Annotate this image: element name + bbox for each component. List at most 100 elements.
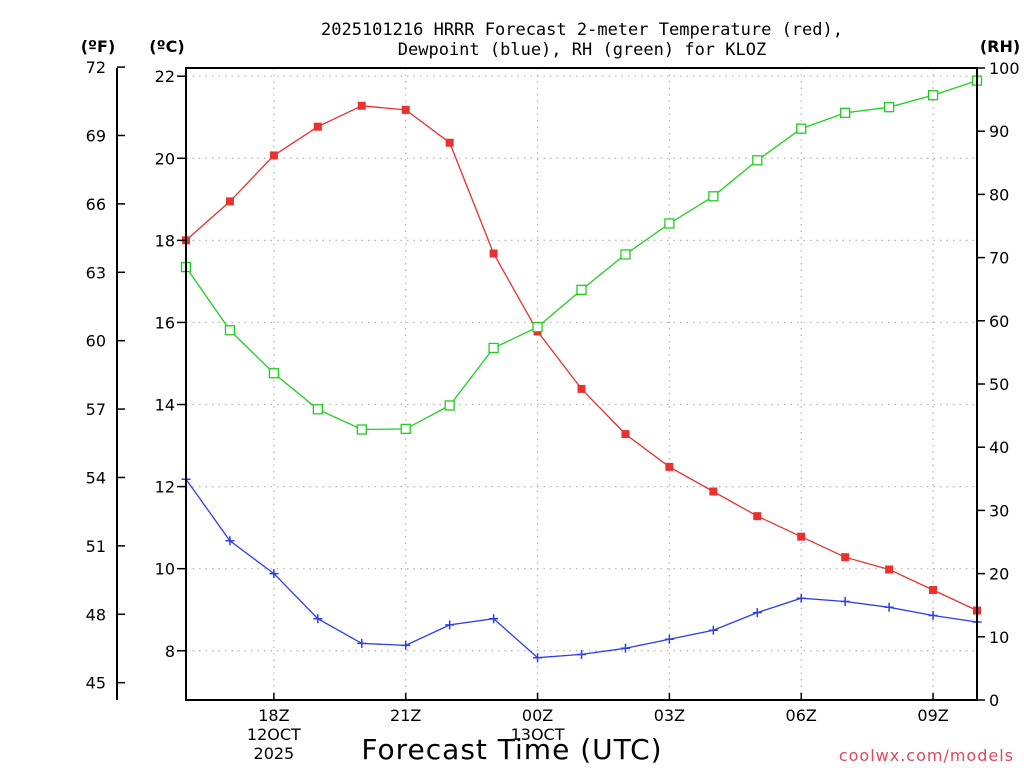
celsius-tick-label: 18 [155, 231, 175, 250]
dewpoint-point [664, 634, 674, 644]
celsius-tick-label: 8 [165, 642, 175, 661]
temperature-line [185, 105, 978, 612]
temperature-point [841, 553, 850, 562]
rh-point [796, 123, 807, 134]
celsius-tick-label: 14 [155, 396, 175, 415]
rh-line [185, 79, 978, 431]
fahrenheit-tick-label: 63 [86, 263, 106, 282]
rh-tick-label: 40 [989, 438, 1009, 457]
dewpoint-point [357, 638, 367, 648]
fahrenheit-tick-label: 51 [86, 537, 106, 556]
rh-tick-label: 30 [989, 501, 1009, 520]
fahrenheit-tick-label: 48 [86, 605, 106, 624]
x-tick-label: 13OCT [511, 725, 565, 744]
fahrenheit-tick-label: 69 [86, 126, 106, 145]
x-tick-label: 03Z [654, 706, 685, 725]
fahrenheit-tick-label: 66 [86, 195, 106, 214]
dewpoint-point [884, 602, 894, 612]
chart-series [180, 75, 983, 663]
temperature-point [577, 384, 586, 393]
dewpoint-line [185, 478, 978, 659]
rh-point [664, 218, 675, 229]
rh-tick-label: 100 [989, 59, 1020, 78]
rh-point [840, 107, 851, 119]
rh-point [883, 102, 895, 113]
rh-point [224, 325, 236, 336]
dewpoint-point [533, 653, 543, 663]
fahrenheit-tick-label: 54 [86, 468, 106, 487]
rh-tick-label: 80 [989, 185, 1009, 204]
dewpoint-point [620, 643, 630, 653]
chart-title-line1: 2025101216 HRRR Forecast 2-meter Tempera… [321, 20, 843, 40]
rh-point [752, 155, 763, 166]
rh-point [444, 400, 455, 411]
fahrenheit-axis-unit: (ºF) [81, 37, 116, 56]
x-tick-label: 21Z [390, 706, 421, 725]
rh-tick-label: 20 [989, 565, 1009, 584]
dewpoint-point [269, 569, 279, 579]
dewpoint-point [928, 610, 938, 620]
celsius-tick-label: 22 [155, 67, 175, 86]
rh-axis-unit: (RH) [980, 37, 1020, 56]
x-tick-label: 12OCT [247, 725, 301, 744]
temperature-point [885, 565, 894, 574]
temperature-point [709, 487, 718, 496]
dewpoint-point [840, 597, 850, 607]
temperature-point [929, 586, 938, 595]
fahrenheit-tick-label: 57 [86, 400, 106, 419]
rh-tick-label: 60 [989, 312, 1009, 331]
rh-tick-label: 50 [989, 375, 1009, 394]
celsius-axis-unit: (ºC) [149, 37, 184, 56]
rh-point [488, 342, 499, 354]
fahrenheit-tick-label: 72 [86, 58, 106, 77]
chart-axes [116, 67, 978, 701]
dewpoint-point [313, 614, 323, 624]
temperature-point [797, 532, 806, 541]
rh-point [532, 321, 543, 333]
rh-tick-label: 0 [989, 691, 999, 710]
dewpoint-point [577, 649, 586, 659]
temperature-point [621, 430, 630, 439]
dewpoint-point [708, 625, 718, 635]
credit-text: coolwx.com/models [839, 746, 1014, 765]
rh-point [620, 249, 631, 260]
rh-point [708, 191, 719, 202]
rh-point [927, 90, 939, 101]
temperature-point [489, 249, 498, 258]
temperature-point [357, 101, 366, 110]
rh-tick-label: 10 [989, 628, 1009, 647]
fahrenheit-tick-label: 60 [86, 332, 106, 351]
temperature-point [313, 122, 322, 131]
celsius-tick-label: 10 [155, 560, 175, 579]
temperature-point [753, 512, 762, 521]
dewpoint-point [225, 536, 235, 546]
chart-title-line2: Dewpoint (blue), RH (green) for KLOZ [398, 40, 766, 60]
dewpoint-point [445, 620, 455, 630]
rh-point [312, 404, 323, 415]
x-tick-label: 06Z [786, 706, 817, 725]
temperature-point [445, 138, 454, 147]
x-tick-label: 18Z [258, 706, 289, 725]
temperature-point [269, 151, 278, 160]
celsius-tick-label: 20 [155, 149, 175, 168]
dewpoint-point [752, 608, 762, 618]
rh-point [268, 368, 280, 379]
temperature-point [225, 197, 234, 206]
celsius-tick-label: 12 [155, 478, 175, 497]
dewpoint-point [489, 614, 499, 624]
x-tick-label: 2025 [254, 744, 295, 763]
x-tick-label: 00Z [522, 706, 553, 725]
celsius-tick-label: 16 [155, 313, 175, 332]
temperature-point [665, 462, 674, 471]
fahrenheit-tick-label: 45 [86, 674, 106, 693]
rh-point [576, 284, 587, 295]
dewpoint-point [401, 640, 411, 650]
chart-ticks: 8 10 12 14 16 18 20 22 45 48 51 54 57 60 63 66 69 72 0 10 20… [86, 58, 1020, 763]
temperature-point [401, 105, 410, 114]
rh-tick-label: 90 [989, 122, 1009, 141]
rh-tick-label: 70 [989, 249, 1009, 268]
dewpoint-point [796, 593, 806, 603]
rh-point [356, 424, 367, 435]
x-axis-label: Forecast Time (UTC) [361, 733, 662, 766]
